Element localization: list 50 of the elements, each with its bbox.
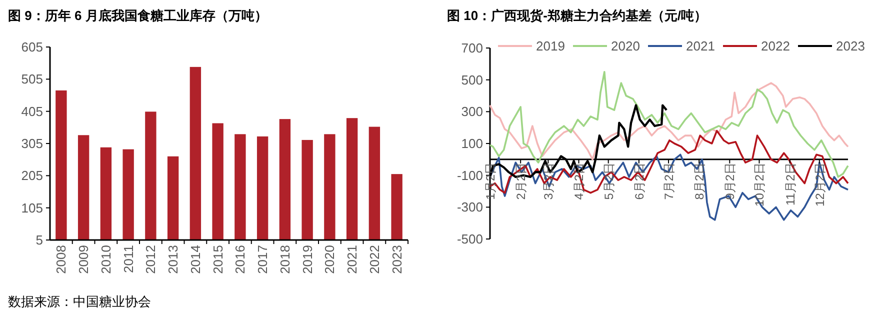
legend-label: 2020 [611,38,640,54]
x-tick-label: 10月2日 [752,162,767,206]
source-note: 数据来源：中国糖业协会 [8,294,151,309]
x-tick-label: 12月2日 [812,162,827,206]
x-tick-label: 2022 [366,245,382,274]
x-tick-label: 6月2日 [632,162,646,200]
x-tick-label: 2013 [166,245,181,274]
y-tick-label: 500 [461,72,483,88]
x-tick-label: 2017 [255,245,270,274]
y-tick-label: 700 [461,40,483,56]
y-tick-label: 605 [21,40,43,54]
x-tick-label: 9月2日 [723,162,738,200]
x-tick-label: 2011 [120,245,136,273]
x-tick-label: 2012 [143,245,158,274]
chart-title: 图 9：历年 6 月底我国食糖工业库存（万吨） [8,8,268,23]
y-tick-label: -500 [456,232,483,246]
x-tick-label: 2月2日 [514,162,528,200]
x-tick-label: 2020 [322,245,338,274]
x-tick-label: 7月2日 [662,162,676,200]
x-tick-label: 2014 [188,245,203,274]
y-tick-label: -100 [456,168,483,183]
x-tick-label: 2021 [344,245,360,274]
y-tick-label: 100 [461,136,483,151]
line-series [489,82,849,160]
y-tick-label: 405 [21,104,43,119]
x-tick-label: 2015 [210,245,226,274]
y-tick-label: -300 [456,200,483,215]
y-tick-label: 305 [21,136,43,151]
x-tick-label: 8月2日 [692,162,707,200]
x-tick-label: 2018 [277,245,292,274]
y-tick-label: 205 [21,168,43,184]
legend-label: 2021 [686,38,715,54]
y-tick-label: 5 [36,232,43,248]
x-tick-label: 2008 [54,245,69,274]
y-tick-label: 105 [21,200,43,216]
legend-label: 2022 [761,38,790,54]
legend-label: 2023 [836,38,865,54]
x-tick-label: 2010 [98,245,114,274]
x-tick-label: 2016 [232,245,248,274]
y-tick-label: 300 [461,104,483,120]
x-tick-label: 5月2日 [602,162,616,200]
x-tick-label: 4月2日 [572,162,586,200]
chart-title: 图 10：广西现货-郑糖主力合约基差（元/吨） [447,8,708,23]
x-tick-label: 2009 [76,245,92,274]
x-tick-label: 2019 [300,245,315,274]
y-tick-label: 505 [21,72,43,87]
x-tick-label: 2023 [389,245,404,274]
x-tick-label: 11月2日 [783,162,798,206]
x-tick-label: 3月2日 [542,162,556,200]
legend-label: 2019 [536,38,565,54]
